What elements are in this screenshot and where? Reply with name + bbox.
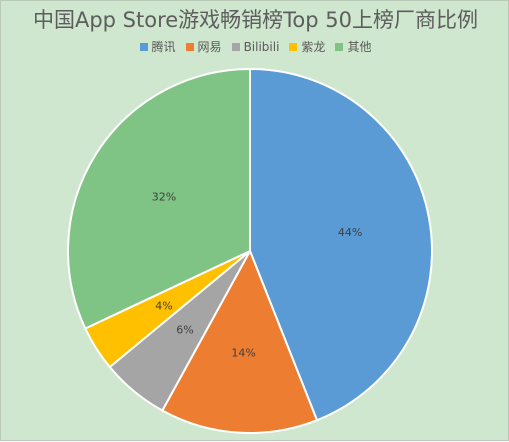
legend-swatch-bilibili	[231, 43, 240, 51]
legend-item-netease: 网易	[185, 40, 222, 54]
legend-item-bilibili: Bilibili	[231, 40, 280, 54]
legend-label-bilibili: Bilibili	[243, 40, 280, 54]
data-label-tencent: 44%	[338, 226, 362, 239]
legend-swatch-tencent	[139, 43, 148, 51]
legend-swatch-zilong	[289, 43, 298, 51]
legend-label-tencent: 腾讯	[151, 40, 176, 54]
data-label-bilibili: 6%	[176, 324, 193, 337]
legend-swatch-other	[335, 43, 344, 51]
chart-title: 中国App Store游戏畅销榜Top 50上榜厂商比例	[32, 8, 479, 32]
pie-slice-tencent	[249, 67, 433, 422]
data-label-zilong: 4%	[155, 300, 172, 313]
legend-item-tencent: 腾讯	[139, 40, 176, 54]
legend-item-other: 其他	[335, 40, 371, 54]
pie-slice-netease	[160, 248, 319, 434]
legend-label-netease: 网易	[197, 40, 222, 54]
data-label-netease: 14%	[231, 347, 255, 360]
legend-swatch-netease	[185, 43, 194, 51]
legend-item-zilong: 紫龙	[289, 40, 325, 54]
legend-label-zilong: 紫龙	[301, 40, 326, 54]
pie-slice-other	[67, 67, 251, 330]
legend-label-other: 其他	[347, 40, 372, 54]
data-label-other: 32%	[152, 190, 176, 203]
legend: 腾讯 网易 Bilibili 紫龙 其他	[1, 40, 509, 54]
